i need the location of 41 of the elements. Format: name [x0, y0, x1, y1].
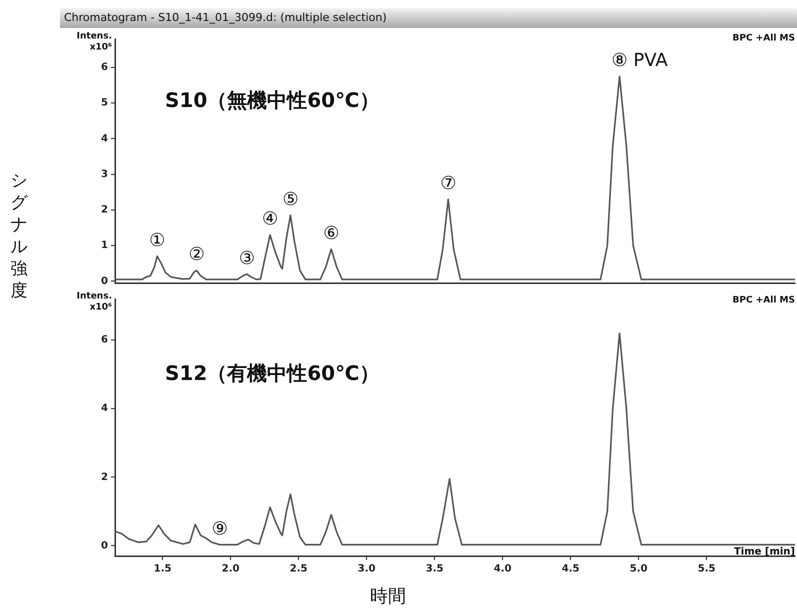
annotation: ⑤: [282, 188, 299, 210]
y-axis-title: シグナル強度: [10, 170, 29, 302]
annotation: BPC +All MS: [732, 33, 795, 44]
y-tick-label: 3: [101, 168, 108, 180]
x-tick-label: 4.0: [494, 564, 512, 575]
x-tick-label: 1.5: [154, 564, 172, 575]
text: Intens.: [76, 31, 112, 42]
annotation: ⑧ PVA: [612, 50, 668, 72]
annotation: ①: [149, 230, 166, 251]
y-tick-label: 0: [101, 276, 108, 287]
annotation: ⑦: [440, 172, 456, 194]
y-tick-label: 6: [101, 334, 108, 346]
annotation: ②: [188, 244, 205, 266]
y-tick-label: 2: [101, 472, 108, 483]
y-tick-label: 2: [101, 204, 108, 216]
annotation: ⑥: [323, 222, 340, 244]
annotation: ④: [262, 208, 278, 230]
annotation: S12（有機中性60℃）: [165, 361, 380, 386]
annotation: S10（無機中性60℃）: [165, 88, 380, 112]
x-tick-label: 2.0: [222, 564, 240, 575]
text: Intens.: [76, 291, 112, 302]
y-tick-label: 5: [101, 98, 108, 109]
x-tick-label: 5.0: [630, 564, 648, 575]
x-tick-label: 3.0: [358, 564, 376, 575]
y-tick-label: 4: [101, 403, 108, 414]
annotation: Time [min]: [734, 546, 795, 558]
annotation: ③: [238, 248, 256, 269]
text: x10⁶: [90, 42, 112, 52]
x-tick-label: 3.5: [426, 564, 444, 575]
y-tick-label: 0: [101, 540, 108, 552]
y-tick-label: 4: [101, 133, 108, 144]
x-tick-label: 2.5: [290, 564, 308, 575]
annotation: ⑨: [212, 518, 228, 540]
y-tick-label: 6: [101, 62, 108, 74]
annotation: BPC +All MS: [732, 295, 795, 306]
text: x10⁶: [90, 302, 112, 312]
y-tick-label: 1: [101, 240, 108, 252]
x-tick-label: 5.5: [698, 564, 716, 575]
x-axis-title: 時間: [370, 585, 406, 608]
x-tick-label: 4.5: [562, 564, 580, 575]
chart-title: Chromatogram - S10_1-41_01_3099.d: (multiple selection): [60, 8, 797, 28]
